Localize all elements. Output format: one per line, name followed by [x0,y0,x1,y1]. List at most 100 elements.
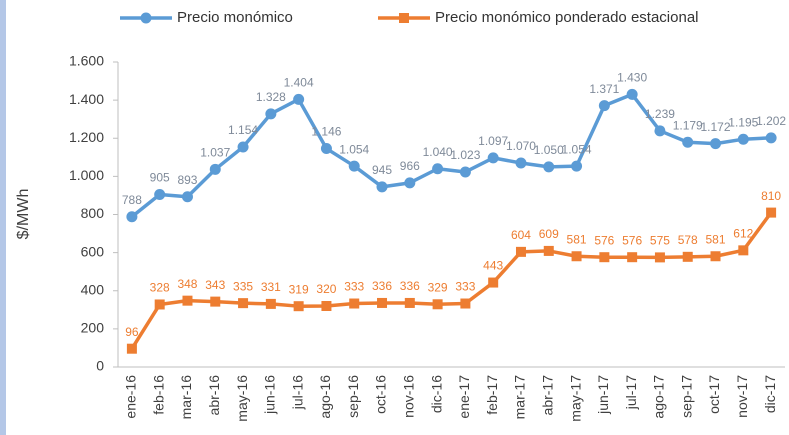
marker [238,298,249,309]
x-tick-label: abr-16 [206,375,222,416]
data-label: 319 [289,282,309,296]
marker [543,161,555,173]
marker [265,298,276,309]
line [130,211,773,350]
data-label: 1.054 [339,142,369,156]
marker [349,298,360,309]
legend-marker [399,13,409,23]
data-label: 1.037 [200,145,230,159]
data-label: 96 [125,325,139,339]
marker [293,301,304,312]
marker [682,136,694,148]
data-label: 320 [316,282,336,296]
data-label: 1.172 [701,120,731,134]
data-label: 1.154 [228,123,258,137]
marker [654,252,665,263]
marker [543,245,554,256]
marker [487,152,499,164]
left-strip [0,0,6,435]
marker [738,245,749,256]
x-tick-label: jun-16 [262,375,278,415]
marker [626,88,638,100]
data-label: 1.023 [450,148,480,162]
marker [598,100,610,112]
marker [515,157,527,169]
data-label: 1.146 [311,125,341,139]
marker [154,299,165,310]
marker [320,143,332,155]
marker [376,181,388,193]
x-tick-label: feb-16 [150,375,166,415]
data-label: 1.239 [645,107,675,121]
data-label: 581 [567,232,587,246]
marker [571,251,582,262]
marker [348,160,360,172]
data-label: 443 [483,259,503,273]
marker [515,246,526,257]
x-tick-label: jul-17 [623,375,639,410]
data-label: 1.050 [534,143,564,157]
data-label: 1.371 [589,82,619,96]
y-tick-label: 1.000 [69,167,104,183]
data-label: 331 [261,280,281,294]
data-label: 336 [372,279,392,293]
legend-label: Precio monómico [177,9,293,26]
x-tick-label: dic-16 [428,375,444,413]
marker [126,343,137,354]
marker [293,93,305,105]
x-tick-label: oct-17 [706,375,722,414]
data-label: 333 [344,280,364,294]
y-tick-label: 1.400 [69,91,104,107]
y-tick-label: 1.200 [69,129,104,145]
x-tick-label: ene-16 [123,375,139,419]
marker [182,295,193,306]
data-label: 578 [678,233,698,247]
y-tick-label: 600 [81,243,105,259]
data-label: 945 [372,163,392,177]
data-label: 604 [511,228,531,242]
y-axis-label: $/MWh [15,189,32,240]
x-tick-label: sep-16 [345,375,361,418]
data-label: 905 [150,171,170,185]
data-label: 788 [122,193,142,207]
data-label: 1.195 [728,115,758,129]
marker [265,108,277,120]
y-tick-label: 400 [81,281,105,297]
data-label: 966 [400,159,420,173]
marker [460,298,471,309]
data-label: 612 [733,227,753,241]
data-label: 581 [706,232,726,246]
data-label: 1.430 [617,71,647,85]
x-tick-label: mar-16 [178,375,194,420]
y-tick-label: 0 [96,358,104,374]
data-label: 348 [177,277,197,291]
data-label: 343 [205,278,225,292]
x-tick-label: nov-17 [734,375,750,418]
x-tick-label: nov-16 [401,375,417,418]
marker [404,177,416,189]
marker [654,125,666,137]
marker [126,211,138,223]
x-tick-label: dic-17 [762,375,778,413]
y-tick-label: 1.600 [69,53,104,69]
x-tick-label: may-17 [567,375,583,422]
data-label: 609 [539,227,559,241]
data-label: 1.404 [284,76,314,90]
data-label: 576 [622,233,642,247]
data-label: 1.040 [423,145,453,159]
data-label: 1.054 [562,142,592,156]
marker [765,132,777,144]
marker [599,252,610,263]
x-tick-label: oct-16 [373,375,389,414]
marker [627,252,638,263]
marker [432,163,444,175]
marker [459,166,471,178]
x-tick-label: ago-16 [317,375,333,419]
marker [209,163,221,175]
data-label: 1.202 [756,114,786,128]
data-label: 335 [233,279,253,293]
marker [404,297,415,308]
x-tick-label: may-16 [234,375,250,422]
data-label: 810 [761,189,781,203]
